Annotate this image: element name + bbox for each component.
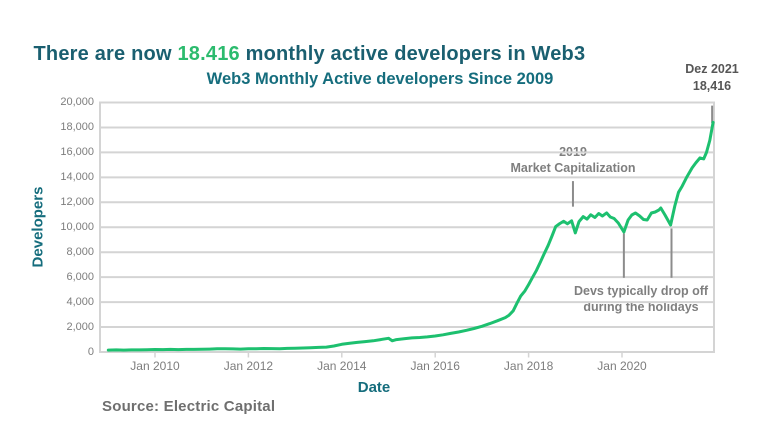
x-tick-label: Jan 2010 [130, 359, 180, 373]
plot-border [99, 101, 715, 353]
holiday-drop-annotation-line1: Devs typically drop off [573, 284, 709, 298]
developers-line-series [106, 120, 715, 352]
x-tick-label: Jan 2018 [503, 359, 554, 373]
holiday-drop-annotation: Devs typically drop off during the holid… [574, 283, 708, 315]
y-tick-label: 14,000 [60, 170, 94, 183]
x-axis-label: Date [357, 379, 391, 396]
y-tick-label: 2,000 [66, 320, 94, 333]
y-tick-label: 0 [87, 345, 94, 358]
y-tick-label: 4,000 [66, 295, 94, 308]
y-tick-label: 18,000 [60, 120, 94, 133]
market-cap-annotation-line2: Market Capitalization [510, 161, 636, 175]
x-tick-label: Jan 2016 [410, 359, 460, 373]
x-tick-label: Jan 2014 [317, 359, 367, 373]
latest-value-number: 18,416 [692, 79, 732, 93]
x-tick-label: Jan 2012 [223, 359, 274, 373]
headline-highlight-number: 18.416 [177, 43, 240, 65]
source-credit: Source: Electric Capital [102, 398, 276, 415]
y-tick-label: 20,000 [60, 96, 94, 108]
y-tick-label: 12,000 [60, 195, 94, 208]
holiday-drop-annotation-line2: during the holidays [583, 300, 699, 314]
headline-text-left: There are now [33, 43, 178, 65]
chart-title: Web3 Monthly Active developers Since 200… [206, 70, 554, 88]
y-tick-label: 10,000 [60, 220, 94, 233]
x-tick-label: Jan 2020 [597, 359, 647, 373]
y-tick-label: 8,000 [66, 245, 94, 258]
latest-value-annotation: Dez 2021 18,416 [685, 61, 739, 95]
headline-text-right: monthly active developers in Web3 [239, 43, 586, 65]
page-title: There are now 18.416 monthly active deve… [22, 20, 586, 66]
latest-value-date: Dez 2021 [685, 62, 739, 76]
y-tick-label: 6,000 [66, 270, 94, 283]
y-tick-label: 16,000 [60, 145, 94, 158]
